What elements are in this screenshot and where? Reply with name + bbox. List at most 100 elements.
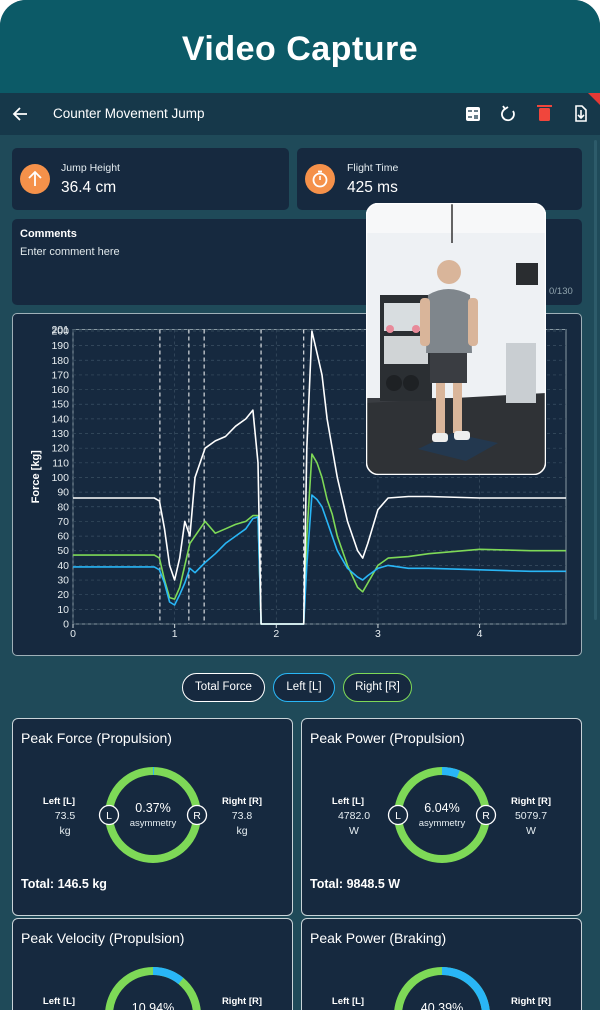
y-tick-label: 170 bbox=[51, 369, 69, 381]
force-line bbox=[73, 330, 566, 625]
banner bbox=[0, 0, 600, 93]
right-label: Right [R] bbox=[511, 996, 551, 1007]
side-badge-label: R bbox=[193, 810, 201, 822]
comments-counter: 0/130 bbox=[549, 286, 573, 297]
asymmetry-arc bbox=[441, 767, 460, 778]
legend-toggle[interactable]: Left [L] bbox=[273, 673, 335, 702]
asymmetry-value: 6.04% bbox=[424, 801, 459, 815]
y-tick-label: 120 bbox=[51, 443, 69, 455]
stat-card bbox=[12, 148, 289, 210]
metric-title: Peak Power (Braking) bbox=[310, 930, 447, 946]
left-label: Left [L] bbox=[43, 796, 75, 807]
asymmetry-donut: 40.39% Left [L] Right [R] bbox=[332, 967, 551, 1010]
y-tick-label: 201 bbox=[51, 324, 69, 336]
metric-total: Total: 9848.5 W bbox=[310, 877, 400, 891]
side-badge-label: L bbox=[395, 810, 401, 822]
delete-button[interactable] bbox=[537, 105, 552, 121]
metric-card: Peak Power (Braking) 40.39% Left [L] Right … bbox=[301, 918, 582, 1010]
right-label: Right [R] bbox=[222, 796, 262, 807]
y-tick-label: 130 bbox=[51, 428, 69, 440]
left-label: Left [L] bbox=[43, 996, 75, 1007]
force-line bbox=[73, 453, 566, 625]
y-tick-label: 140 bbox=[51, 413, 69, 425]
corner-flag bbox=[588, 93, 600, 105]
stat-label: Flight Time bbox=[347, 162, 399, 174]
y-tick-label: 80 bbox=[57, 501, 69, 513]
x-tick-label: 0 bbox=[70, 628, 76, 640]
side-badge-label: R bbox=[482, 810, 490, 822]
side-badge bbox=[186, 804, 208, 826]
metric-title: Peak Velocity (Propulsion) bbox=[21, 930, 185, 946]
comments-placeholder[interactable]: Enter comment here bbox=[20, 246, 120, 258]
stat-value: 425 ms bbox=[347, 179, 398, 196]
metric-card: Peak Velocity (Propulsion) 10.94% Left [L]… bbox=[12, 918, 293, 1010]
stat-label: Jump Height bbox=[61, 162, 120, 174]
asymmetry-donut: 10.94% Left [L] Right [R] bbox=[43, 967, 262, 1010]
metric-total: Total: 146.5 kg bbox=[21, 877, 107, 891]
left-label: Left [L] bbox=[332, 996, 364, 1007]
donut-ring bbox=[105, 767, 201, 863]
reset-button[interactable] bbox=[501, 105, 515, 122]
y-tick-label: 60 bbox=[57, 531, 69, 543]
back-button[interactable] bbox=[12, 107, 27, 121]
asymmetry-caption: asymmetry bbox=[419, 818, 466, 829]
left-label: Left [L] bbox=[332, 796, 364, 807]
timer-icon bbox=[305, 164, 335, 194]
export-button[interactable] bbox=[575, 105, 587, 122]
x-tick-label: 4 bbox=[477, 628, 483, 640]
y-tick-label: 100 bbox=[51, 472, 69, 484]
banner-title: Video Capture bbox=[181, 30, 419, 68]
right-unit: W bbox=[526, 825, 536, 837]
y-tick-label: 40 bbox=[57, 560, 69, 572]
x-tick-label: 3 bbox=[375, 628, 381, 640]
asymmetry-arc bbox=[441, 967, 490, 1010]
y-tick-label: 190 bbox=[51, 340, 69, 352]
y-tick-label: 10 bbox=[57, 604, 69, 616]
y-tick-label: 200 bbox=[51, 325, 69, 337]
x-tick-label: 2 bbox=[273, 628, 279, 640]
right-value: 73.8 bbox=[232, 810, 253, 822]
app-bar-icons bbox=[12, 93, 600, 122]
left-unit: kg bbox=[59, 825, 70, 837]
y-tick-label: 160 bbox=[51, 384, 69, 396]
y-tick-label: 180 bbox=[51, 355, 69, 367]
y-tick-label: 150 bbox=[51, 399, 69, 411]
legend-toggle[interactable]: Total Force bbox=[182, 673, 265, 702]
left-value: 73.5 bbox=[55, 810, 76, 822]
video-preview[interactable] bbox=[366, 203, 546, 475]
legend-toggle[interactable]: Right [R] bbox=[343, 673, 412, 702]
right-label: Right [R] bbox=[222, 996, 262, 1007]
side-badge bbox=[475, 804, 497, 826]
app-bar-title: Counter Movement Jump bbox=[53, 106, 205, 121]
side-badge bbox=[387, 804, 409, 826]
side-badge-label: L bbox=[106, 810, 112, 822]
asymmetry-value: 0.37% bbox=[135, 801, 170, 815]
metric-card: Peak Force (Propulsion) 0.37% asymmetry L R L… bbox=[12, 718, 293, 916]
scrollbar bbox=[594, 140, 597, 620]
metric-title: Peak Power (Propulsion) bbox=[310, 730, 465, 746]
asymmetry-value: 10.94% bbox=[132, 1001, 174, 1010]
comments-label: Comments bbox=[20, 228, 77, 240]
right-value: 5079.7 bbox=[515, 810, 547, 822]
left-unit: W bbox=[349, 825, 359, 837]
left-value: 4782.0 bbox=[338, 810, 370, 822]
metric-title: Peak Force (Propulsion) bbox=[21, 730, 172, 746]
asymmetry-value: 40.39% bbox=[421, 1001, 463, 1010]
donut-ring bbox=[394, 767, 490, 863]
metric-card: Peak Power (Propulsion) 6.04% asymmetry L R L… bbox=[301, 718, 582, 916]
x-tick-label: 1 bbox=[172, 628, 178, 640]
asymmetry-arc bbox=[152, 967, 184, 985]
right-unit: kg bbox=[236, 825, 247, 837]
calculator-button[interactable] bbox=[466, 107, 480, 121]
y-tick-label: 70 bbox=[57, 516, 69, 528]
app-bar bbox=[0, 93, 600, 135]
y-tick-label: 20 bbox=[57, 589, 69, 601]
y-tick-label: 90 bbox=[57, 487, 69, 499]
stat-card bbox=[297, 148, 582, 210]
y-tick-label: 0 bbox=[63, 619, 69, 631]
right-label: Right [R] bbox=[511, 796, 551, 807]
jump-icon bbox=[20, 164, 50, 194]
y-tick-label: 30 bbox=[57, 575, 69, 587]
y-tick-label: 50 bbox=[57, 545, 69, 557]
